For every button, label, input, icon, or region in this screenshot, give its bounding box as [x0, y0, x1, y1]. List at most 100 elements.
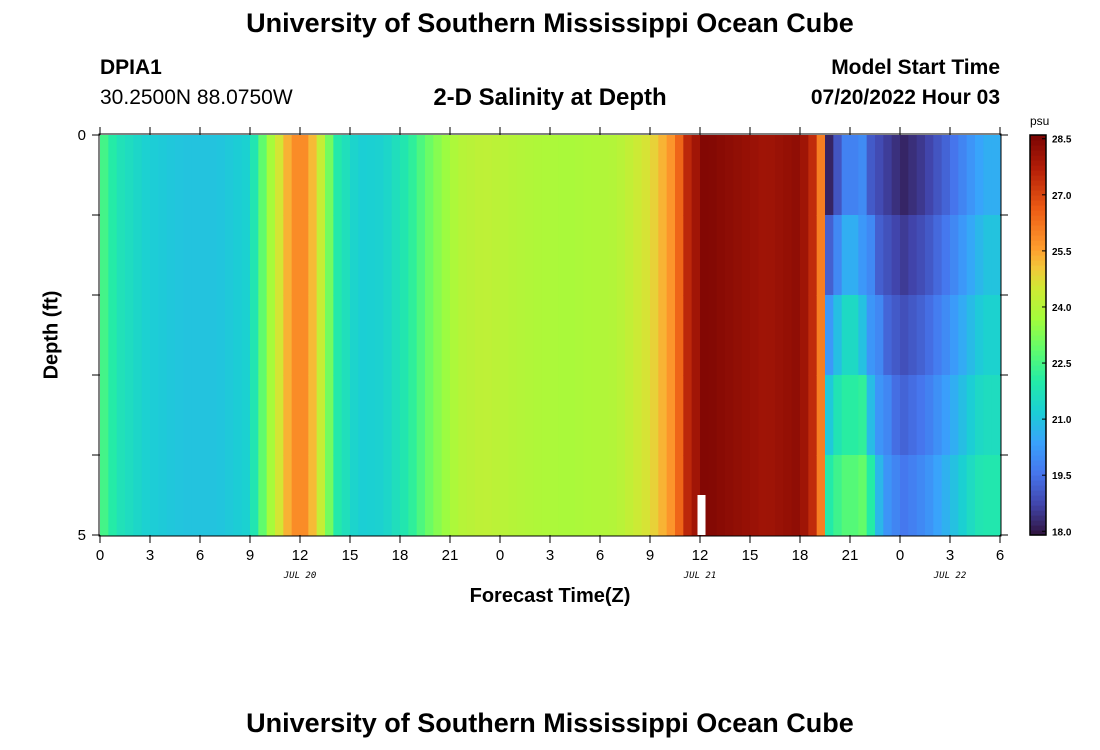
heatmap-cell	[883, 135, 893, 216]
colorbar-swatch	[1030, 350, 1046, 356]
colorbar-swatch	[1030, 355, 1046, 361]
heatmap-cell	[875, 295, 884, 376]
colorbar-swatch	[1030, 305, 1046, 311]
heatmap-cell	[366, 455, 376, 536]
heatmap-cell	[366, 135, 376, 216]
heatmap-cell	[533, 375, 543, 456]
heatmap-cell	[475, 455, 484, 536]
heatmap-cell	[625, 215, 634, 296]
colorbar-swatch	[1030, 510, 1046, 516]
colorbar-swatch	[1030, 225, 1046, 231]
heatmap-cell	[816, 295, 826, 376]
heatmap-cell	[833, 215, 843, 296]
x-tick-label: 21	[842, 547, 859, 564]
heatmap-cell	[875, 135, 884, 216]
heatmap-cell	[183, 135, 193, 216]
colorbar-swatch	[1030, 400, 1046, 406]
heatmap-cell	[533, 295, 543, 376]
colorbar-swatch	[1030, 470, 1046, 476]
heatmap-cell	[300, 135, 309, 216]
colorbar-swatch	[1030, 205, 1046, 211]
colorbar-swatch	[1030, 195, 1046, 201]
y-tick-label: 0	[78, 127, 86, 144]
colorbar-swatch	[1030, 345, 1046, 351]
colorbar-swatch	[1030, 450, 1046, 456]
heatmap-cell	[608, 375, 618, 456]
heatmap-cell	[933, 135, 943, 216]
heatmap-cell	[708, 215, 718, 296]
heatmap-cell	[975, 215, 984, 296]
heatmap-cell	[683, 215, 693, 296]
heatmap-cell	[625, 295, 634, 376]
heatmap-cell	[475, 135, 484, 216]
colorbar-swatch	[1030, 250, 1046, 256]
heatmap-cell	[925, 135, 934, 216]
heatmap-cell	[975, 135, 984, 216]
heatmap-cell	[200, 375, 209, 456]
heatmap-cell	[375, 375, 384, 456]
heatmap-cell	[316, 215, 326, 296]
heatmap-cell	[766, 375, 776, 456]
heatmap-cell	[783, 375, 793, 456]
heatmap-cell	[150, 375, 159, 456]
x-tick-label: 18	[392, 547, 409, 564]
colorbar-swatch	[1030, 325, 1046, 331]
heatmap-cell	[550, 135, 559, 216]
heatmap-cell	[508, 135, 518, 216]
colorbar-swatch	[1030, 150, 1046, 156]
colorbar-swatch	[1030, 235, 1046, 241]
heatmap-cell	[983, 135, 993, 216]
x-tick-label: 12	[692, 547, 709, 564]
heatmap-cell	[966, 215, 976, 296]
heatmap-cell	[791, 215, 801, 296]
heatmap-cell	[441, 375, 451, 456]
colorbar-swatch	[1030, 385, 1046, 391]
colorbar-tick-label: 28.5	[1052, 135, 1072, 146]
heatmap-cell	[641, 135, 651, 216]
heatmap-cell	[950, 135, 959, 216]
heatmap-cell	[500, 215, 509, 296]
colorbar-swatch	[1030, 285, 1046, 291]
heatmap-cell	[383, 375, 393, 456]
heatmap-cell	[316, 375, 326, 456]
heatmap-cell	[775, 135, 784, 216]
heatmap-cell	[975, 295, 984, 376]
heatmap-cell	[616, 135, 626, 216]
heatmap-cell	[475, 295, 484, 376]
heatmap-cell	[308, 375, 318, 456]
heatmap-cell	[575, 295, 584, 376]
heatmap-cell	[691, 295, 701, 376]
heatmap-cell	[591, 375, 601, 456]
heatmap-cell	[383, 455, 393, 536]
heatmap-cell	[966, 135, 976, 216]
heatmap-cell	[708, 295, 718, 376]
colorbar-swatch	[1030, 380, 1046, 386]
heatmap-cell	[200, 455, 209, 536]
heatmap-cell	[341, 135, 351, 216]
heatmap-cell	[991, 455, 1001, 536]
colorbar-swatch	[1030, 415, 1046, 421]
colorbar-swatch	[1030, 495, 1046, 501]
x-tick-label: 0	[496, 547, 504, 564]
heatmap-cell	[541, 375, 551, 456]
heatmap-cell	[283, 375, 293, 456]
heatmap-cell	[216, 455, 226, 536]
heatmap-cell	[933, 375, 943, 456]
heatmap-cell	[650, 215, 659, 296]
heatmap-cell	[691, 135, 701, 216]
heatmap-cell	[133, 215, 143, 296]
heatmap-cell	[333, 215, 343, 296]
heatmap-cell	[841, 375, 851, 456]
heatmap-cell	[808, 135, 818, 216]
heatmap-cell	[400, 295, 409, 376]
heatmap-cell	[191, 295, 201, 376]
x-tick-label: 15	[342, 547, 359, 564]
heatmap-cells	[100, 135, 1001, 536]
heatmap-cell	[650, 375, 659, 456]
heatmap-cell	[350, 375, 359, 456]
colorbar-swatch	[1030, 425, 1046, 431]
heatmap-cell	[741, 375, 751, 456]
heatmap-cell	[716, 135, 726, 216]
heatmap-cell	[591, 455, 601, 536]
heatmap-cell	[916, 135, 926, 216]
